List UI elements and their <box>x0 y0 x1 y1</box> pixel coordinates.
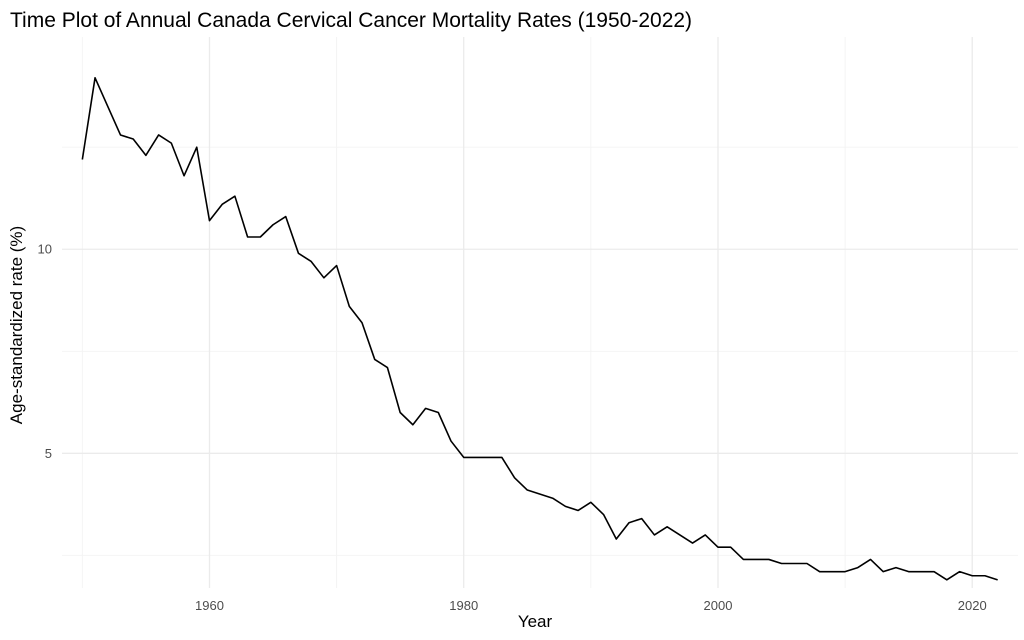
series-line-canada <box>81 77 998 581</box>
chart-title: Time Plot of Annual Canada Cervical Canc… <box>10 9 692 32</box>
x-tick-label: 1960 <box>195 598 224 613</box>
x-tick-label: 2020 <box>958 598 987 613</box>
x-tick-label: 1980 <box>449 598 478 613</box>
tick-layer: 1960 1980 2000 2020 5 10 <box>38 242 987 613</box>
x-axis-title: Year <box>518 612 553 631</box>
y-tick-label: 5 <box>45 446 52 461</box>
y-tick-label: 10 <box>38 242 52 257</box>
series-layer <box>81 77 998 581</box>
y-axis-title: Age-standardized rate (%) <box>7 226 26 424</box>
x-tick-label: 2000 <box>704 598 733 613</box>
grid <box>62 37 1018 588</box>
